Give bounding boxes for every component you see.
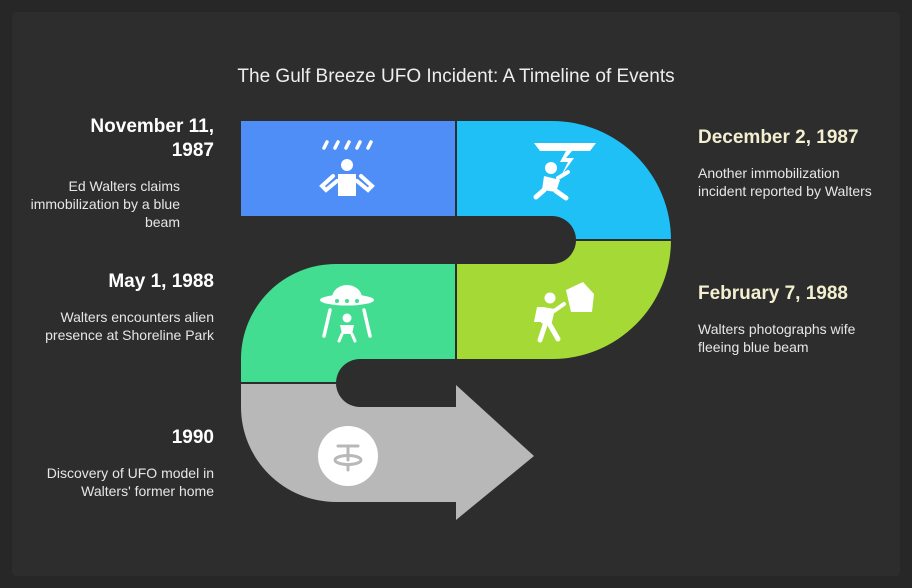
ufo-model-icon: [318, 426, 378, 486]
person-struck-by-lightning-icon: [533, 143, 596, 201]
event-may-1988: May 1, 1988 Walters encounters alien pre…: [34, 270, 214, 344]
event-description: Walters photographs wife fleeing blue be…: [698, 321, 856, 355]
segment-dec-1987: [456, 121, 671, 240]
event-1990: 1990 Discovery of UFO model in Walters' …: [24, 426, 214, 500]
event-feb-1988: February 7, 1988 Walters photographs wif…: [698, 282, 878, 356]
ufo-abduction-icon: [320, 285, 374, 343]
event-date: December 2, 1987: [698, 127, 859, 148]
event-description: Another immobilization incident reported…: [698, 165, 872, 199]
event-dec-1987: December 2, 1987 Another immobilization …: [698, 126, 873, 200]
person-under-beam-icon: [319, 140, 375, 196]
event-nov-1987: November 11, 1987 Ed Walters claims immo…: [0, 115, 214, 231]
event-description: Walters encounters alien presence at Sho…: [45, 309, 214, 343]
segment-may-1988: [241, 264, 456, 383]
segment-1990: [241, 383, 534, 520]
diagram-title: The Gulf Breeze UFO Incident: A Timeline…: [237, 66, 675, 87]
segment-feb-1988: [456, 240, 671, 359]
event-date: February 7, 1988: [698, 283, 848, 304]
event-date: November 11, 1987: [90, 116, 214, 161]
event-description: Discovery of UFO model in Walters' forme…: [46, 465, 214, 499]
person-fleeing-icon: [534, 282, 594, 343]
event-description: Ed Walters claims immobilization by a bl…: [30, 178, 180, 230]
event-date: 1990: [171, 427, 214, 448]
event-date: May 1, 1988: [108, 271, 214, 292]
